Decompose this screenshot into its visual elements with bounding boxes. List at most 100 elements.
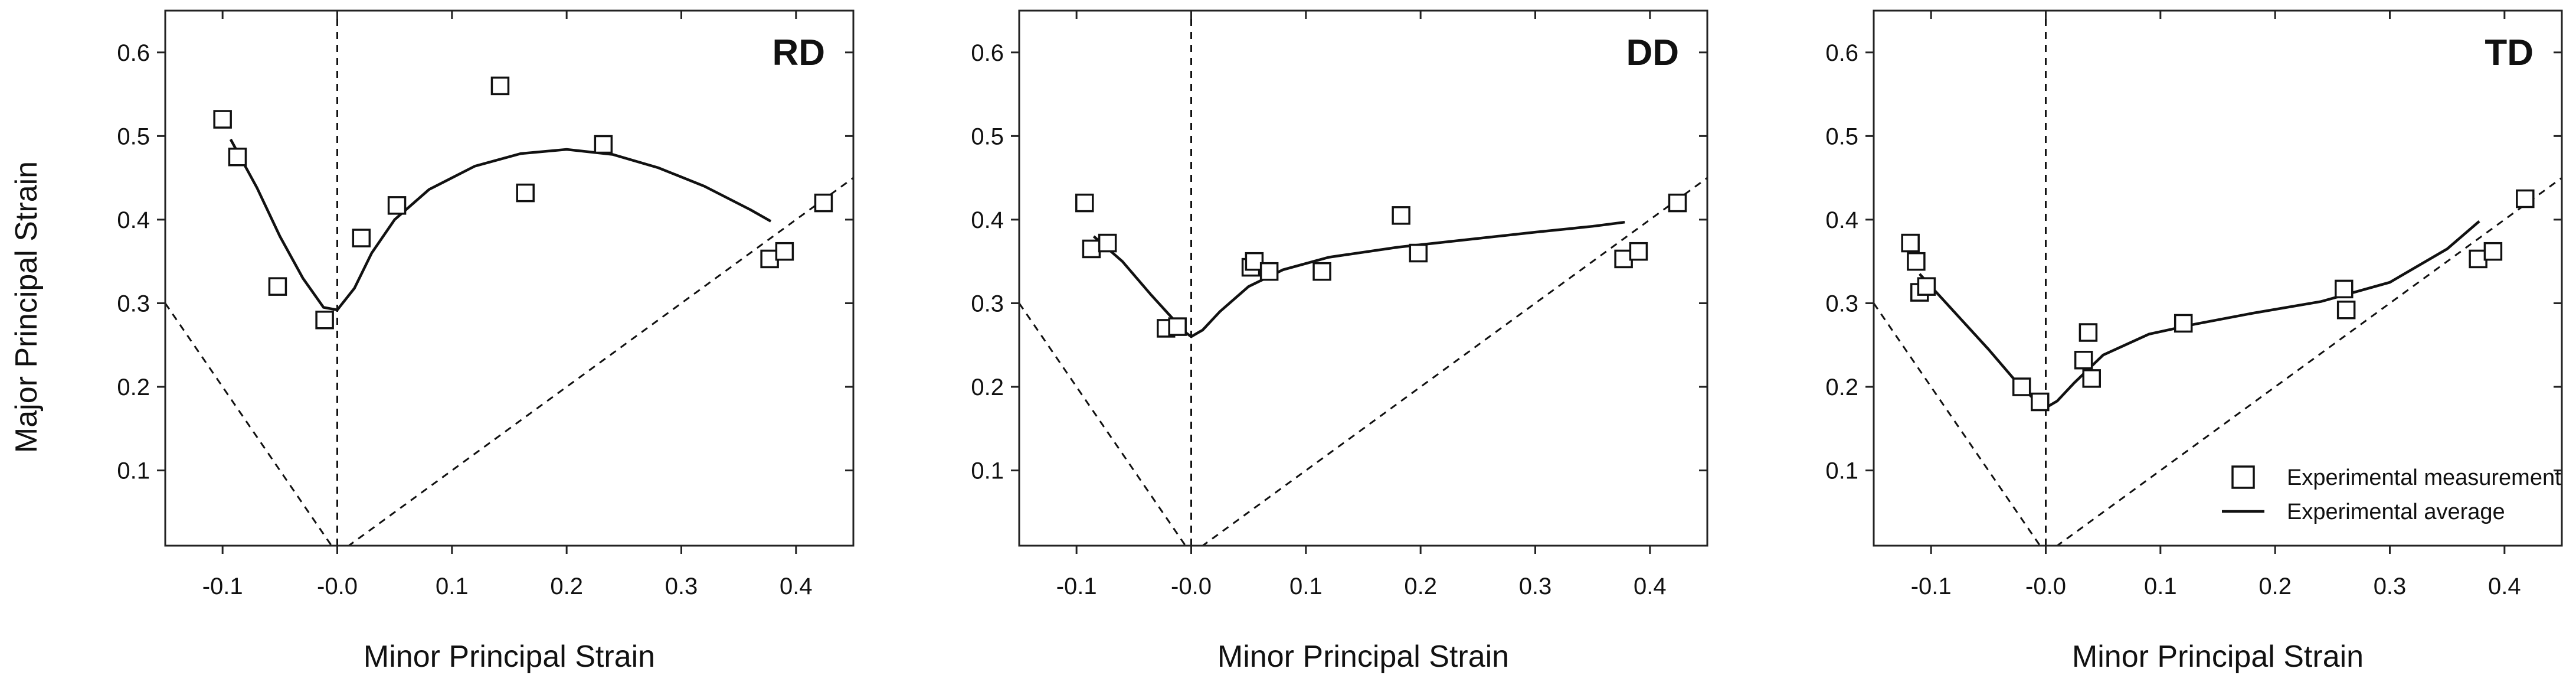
- x-tick-label-dd: 0.1: [1289, 573, 1323, 599]
- y-tick-label-dd: 0.6: [971, 40, 1004, 66]
- reference-line-equi-biaxial: [2055, 177, 2562, 546]
- x-tick-label-dd: 0.3: [1519, 573, 1552, 599]
- x-tick-label-td: -0.1: [1911, 573, 1952, 599]
- data-point-dd-9: [1312, 262, 1331, 281]
- data-point-dd-7: [1245, 252, 1264, 271]
- legend: Experimental measurement Experimental ave…: [2222, 465, 2561, 524]
- data-point-dd-5: [1168, 317, 1187, 336]
- data-point-rd-6: [387, 196, 407, 215]
- y-tick-label-td: 0.2: [1825, 374, 1858, 400]
- plot-frame-td: [1873, 9, 2563, 547]
- panel-title-rd: RD: [772, 32, 825, 73]
- y-tick-label-dd: 0.4: [971, 207, 1004, 233]
- legend-measurement-label: Experimental measurement: [2287, 465, 2561, 490]
- y-tick-label-td: 0.6: [1825, 40, 1858, 66]
- average-line-rd: [229, 138, 772, 312]
- data-point-td-11: [2335, 279, 2354, 299]
- data-point-rd-11: [775, 242, 794, 261]
- data-point-rd-2: [228, 147, 247, 167]
- x-tick-label-dd: 0.4: [1634, 573, 1667, 599]
- x-tick-label-rd: 0.1: [436, 573, 469, 599]
- data-point-dd-13: [1629, 242, 1648, 261]
- data-point-td-15: [2516, 189, 2535, 208]
- panel-title-td: TD: [2485, 32, 2534, 73]
- y-tick-label-td: 0.5: [1825, 123, 1858, 149]
- data-point-td-6: [2031, 392, 2050, 412]
- data-point-td-4: [1917, 277, 1936, 296]
- data-point-dd-8: [1259, 262, 1279, 281]
- panel-title-dd: DD: [1626, 32, 1679, 73]
- data-point-rd-5: [352, 229, 371, 247]
- y-tick-label-rd: 0.6: [117, 40, 150, 66]
- x-tick-label-td: -0.0: [2025, 573, 2066, 599]
- plot-frame-dd: [1018, 9, 1708, 547]
- data-point-td-12: [2336, 301, 2356, 319]
- y-tick-label-rd: 0.3: [117, 291, 150, 317]
- x-tick-label-td: 0.3: [2374, 573, 2407, 599]
- y-tick-label-rd: 0.1: [117, 458, 150, 484]
- y-tick-label-dd: 0.5: [971, 123, 1004, 149]
- data-point-dd-1: [1075, 193, 1094, 213]
- x-axis-title-dd: Minor Principal Strain: [1217, 640, 1509, 674]
- data-point-td-2: [1907, 252, 1926, 271]
- data-point-dd-10: [1392, 206, 1410, 225]
- y-tick-label-rd: 0.4: [117, 207, 150, 233]
- x-tick-label-rd: 0.3: [665, 573, 698, 599]
- data-point-rd-3: [268, 277, 287, 296]
- chart-panels: -0.1 -0.0 0.1 0.2 0.3 0.4 0.1 0.2 0.3 0.4 0.5 0.6 RD…: [117, 9, 2563, 674]
- y-tick-label-dd: 0.1: [971, 458, 1004, 484]
- x-tick-label-rd: -0.0: [317, 573, 358, 599]
- data-point-dd-14: [1668, 193, 1687, 213]
- data-point-rd-7: [490, 76, 510, 96]
- legend-marker-symbol: [2231, 465, 2255, 489]
- x-tick-label-rd: -0.1: [202, 573, 243, 599]
- reference-line-uniaxial-tension: [1019, 302, 1187, 546]
- data-point-td-1: [1901, 233, 1920, 253]
- data-point-td-10: [2174, 314, 2193, 333]
- y-tick-label-td: 0.1: [1825, 458, 1858, 484]
- data-point-dd-3: [1098, 233, 1117, 253]
- y-tick-label-dd: 0.3: [971, 291, 1004, 317]
- data-point-rd-9: [594, 135, 613, 154]
- data-point-td-7: [2074, 350, 2093, 370]
- data-point-rd-4: [315, 311, 334, 330]
- y-tick-label-rd: 0.2: [117, 374, 150, 400]
- x-tick-label-dd: -0.1: [1056, 573, 1097, 599]
- data-point-td-14: [2483, 242, 2503, 261]
- reference-lines-td: [1874, 11, 2562, 546]
- x-tick-label-td: 0.1: [2144, 573, 2177, 599]
- legend-average-label: Experimental average: [2287, 500, 2505, 524]
- x-tick-label-rd: 0.4: [780, 573, 813, 599]
- x-tick-label-td: 0.4: [2488, 573, 2521, 599]
- reference-line-equi-biaxial: [1201, 177, 1707, 546]
- reference-lines-rd: [165, 11, 853, 546]
- x-tick-label-dd: -0.0: [1171, 573, 1212, 599]
- y-tick-label-dd: 0.2: [971, 374, 1004, 400]
- reference-line-uniaxial-tension: [1874, 302, 2041, 546]
- data-point-rd-12: [814, 193, 833, 213]
- data-point-td-9: [2082, 369, 2101, 388]
- y-tick-label-td: 0.3: [1825, 291, 1858, 317]
- y-axis-title: Major Principal Strain: [9, 161, 44, 453]
- reference-lines-dd: [1019, 11, 1707, 546]
- data-point-td-5: [2012, 377, 2031, 396]
- data-point-rd-8: [516, 183, 535, 203]
- data-point-dd-2: [1082, 239, 1101, 259]
- x-axis-title-td: Minor Principal Strain: [2072, 640, 2364, 674]
- reference-line-uniaxial-tension: [165, 302, 333, 546]
- average-line-dd: [1092, 220, 1625, 338]
- x-tick-label-td: 0.2: [2258, 573, 2292, 599]
- x-tick-label-dd: 0.2: [1404, 573, 1437, 599]
- chart-panel-td: -0.1 -0.0 0.1 0.2 0.3 0.4 0.1 0.2 0.3 0.4 0.5 0.6 TD…: [1825, 9, 2563, 674]
- x-tick-label-rd: 0.2: [550, 573, 583, 599]
- y-tick-label-td: 0.4: [1825, 207, 1858, 233]
- data-point-rd-1: [213, 110, 232, 129]
- y-tick-label-rd: 0.5: [117, 123, 150, 149]
- data-point-td-8: [2079, 323, 2098, 342]
- data-point-dd-11: [1409, 243, 1428, 263]
- reference-line-equi-biaxial: [347, 177, 853, 546]
- plot-frame-rd: [164, 9, 855, 547]
- x-axis-title-rd: Minor Principal Strain: [364, 640, 655, 674]
- chart-panel-dd: -0.1 -0.0 0.1 0.2 0.3 0.4 0.1 0.2 0.3 0.4 0.5 0.6 DD…: [971, 9, 1708, 674]
